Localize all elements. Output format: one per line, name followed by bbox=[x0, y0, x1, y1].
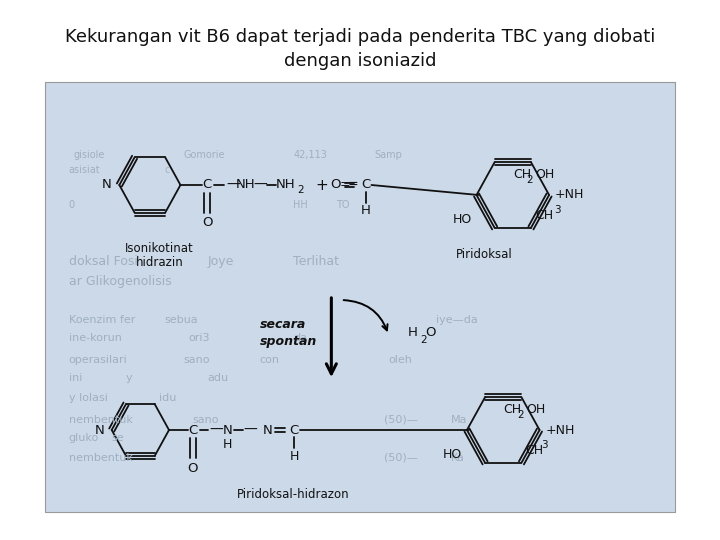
Text: Joye: Joye bbox=[207, 255, 233, 268]
Text: NH: NH bbox=[276, 179, 295, 192]
Text: O: O bbox=[202, 217, 212, 230]
Text: y lolasi: y lolasi bbox=[68, 393, 107, 403]
Text: C: C bbox=[289, 423, 299, 436]
Text: C: C bbox=[202, 179, 212, 192]
Text: Gomorie: Gomorie bbox=[184, 150, 225, 160]
Text: N: N bbox=[94, 423, 104, 436]
Text: +NH: +NH bbox=[555, 188, 584, 201]
Text: HH: HH bbox=[293, 200, 308, 210]
Text: gluko: gluko bbox=[68, 433, 99, 443]
Text: OH: OH bbox=[536, 167, 555, 180]
Text: Samp: Samp bbox=[374, 150, 402, 160]
Text: con: con bbox=[260, 355, 280, 365]
Text: operasilari: operasilari bbox=[68, 355, 127, 365]
Text: Piridoksal: Piridoksal bbox=[456, 248, 513, 261]
Text: —: — bbox=[254, 178, 268, 192]
Text: 2: 2 bbox=[420, 335, 427, 345]
Text: CH: CH bbox=[513, 167, 531, 180]
Text: +NH: +NH bbox=[545, 423, 575, 436]
Text: C: C bbox=[188, 423, 197, 436]
Text: N: N bbox=[263, 423, 272, 436]
Text: Ma: Ma bbox=[451, 415, 467, 425]
Text: doksal Fosi: doksal Fosi bbox=[68, 255, 138, 268]
Text: (50)—: (50)— bbox=[384, 415, 418, 425]
Text: NH: NH bbox=[235, 179, 255, 192]
Text: O: O bbox=[425, 327, 436, 340]
Text: adu: adu bbox=[207, 373, 228, 383]
Text: 0: 0 bbox=[68, 200, 75, 210]
Text: sano: sano bbox=[184, 355, 210, 365]
Text: 42,113: 42,113 bbox=[293, 150, 327, 160]
Text: ori3: ori3 bbox=[188, 333, 210, 343]
Text: Isonikotinat: Isonikotinat bbox=[125, 241, 194, 254]
Text: N: N bbox=[222, 423, 232, 436]
Text: sano: sano bbox=[193, 415, 220, 425]
Text: hidrazin: hidrazin bbox=[135, 255, 184, 268]
Text: Kekurangan vit B6 dapat terjadi pada penderita TBC yang diobati: Kekurangan vit B6 dapat terjadi pada pen… bbox=[65, 28, 655, 46]
Text: H: H bbox=[408, 327, 418, 340]
Text: CH: CH bbox=[503, 403, 521, 416]
Text: =═: =═ bbox=[339, 179, 358, 192]
Text: H: H bbox=[289, 449, 299, 462]
Text: sebua: sebua bbox=[164, 315, 198, 325]
Text: secara: secara bbox=[260, 319, 306, 332]
Text: ini: ini bbox=[68, 373, 82, 383]
Text: spontan: spontan bbox=[260, 335, 317, 348]
Text: C: C bbox=[361, 179, 370, 192]
Text: 3: 3 bbox=[541, 440, 548, 450]
Text: H: H bbox=[222, 437, 232, 450]
Text: asisiat: asisiat bbox=[68, 165, 100, 175]
Text: y: y bbox=[126, 373, 132, 383]
Text: Piridoksal-hidrazon: Piridoksal-hidrazon bbox=[237, 489, 349, 502]
Text: TO: TO bbox=[336, 200, 350, 210]
Text: Koenzim fer: Koenzim fer bbox=[68, 315, 135, 325]
Text: CH: CH bbox=[535, 210, 553, 222]
Text: Terlihat: Terlihat bbox=[293, 255, 339, 268]
Text: HO: HO bbox=[452, 213, 472, 226]
Text: c: c bbox=[164, 165, 170, 175]
Text: ar Glikogenolisis: ar Glikogenolisis bbox=[68, 275, 171, 288]
Text: se: se bbox=[112, 433, 125, 443]
Text: 2: 2 bbox=[517, 410, 523, 420]
Text: nembentuk: nembentuk bbox=[68, 453, 132, 463]
FancyBboxPatch shape bbox=[45, 82, 675, 512]
Text: HO: HO bbox=[443, 448, 462, 461]
Text: H: H bbox=[361, 205, 371, 218]
Text: O: O bbox=[330, 179, 341, 192]
Text: N: N bbox=[102, 179, 112, 192]
Text: +: + bbox=[315, 178, 328, 192]
Text: OH: OH bbox=[526, 403, 546, 416]
Text: iye—da: iye—da bbox=[436, 315, 478, 325]
Text: 3: 3 bbox=[554, 205, 560, 215]
Text: Ka: Ka bbox=[451, 453, 464, 463]
Text: oleh: oleh bbox=[389, 355, 413, 365]
Text: CH: CH bbox=[525, 444, 544, 457]
Text: gisiole: gisiole bbox=[73, 150, 105, 160]
Text: idu: idu bbox=[159, 393, 177, 403]
Text: O: O bbox=[188, 462, 198, 475]
Text: dengan isoniazid: dengan isoniazid bbox=[284, 52, 436, 70]
Text: (50)—: (50)— bbox=[384, 453, 418, 463]
Text: 2: 2 bbox=[527, 175, 534, 185]
Text: da: da bbox=[293, 333, 307, 343]
Text: —: — bbox=[243, 423, 257, 437]
Text: nembentuk: nembentuk bbox=[68, 415, 132, 425]
Text: 2: 2 bbox=[297, 185, 304, 195]
Text: ine-korun: ine-korun bbox=[68, 333, 122, 343]
Text: —: — bbox=[226, 178, 240, 192]
Text: —: — bbox=[209, 423, 222, 437]
